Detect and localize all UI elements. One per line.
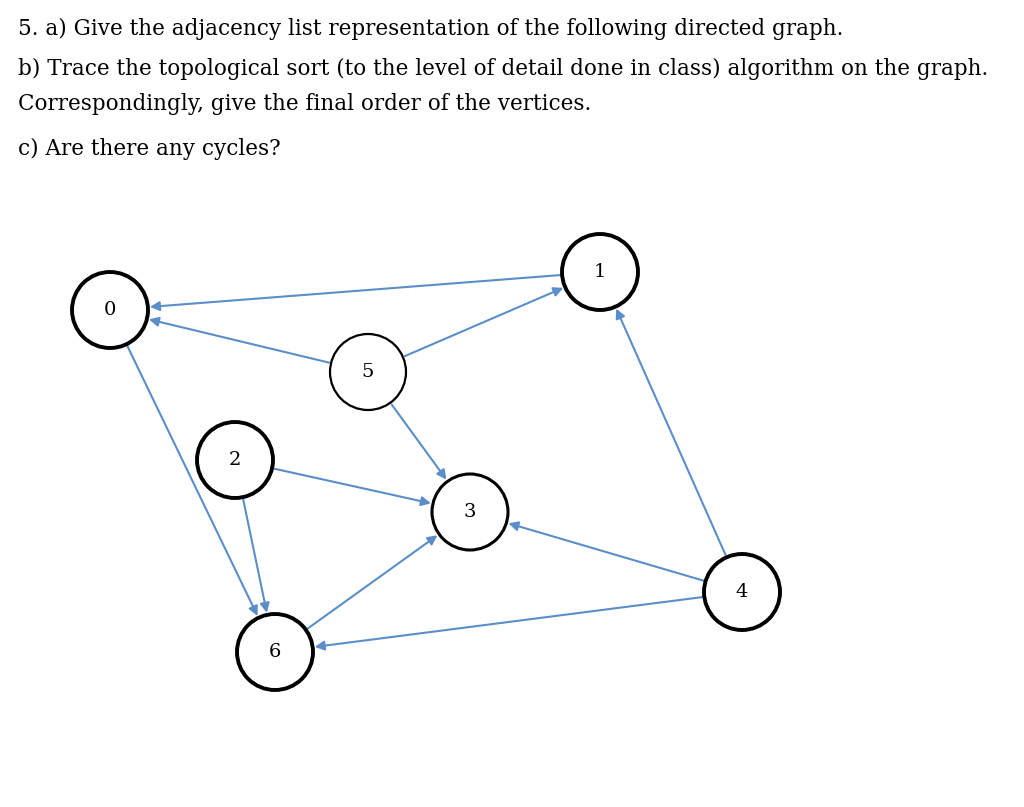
Text: Correspondingly, give the final order of the vertices.: Correspondingly, give the final order of… bbox=[18, 93, 591, 115]
Circle shape bbox=[562, 234, 638, 310]
Text: b) Trace the topological sort (to the level of detail done in class) algorithm o: b) Trace the topological sort (to the le… bbox=[18, 58, 988, 80]
Circle shape bbox=[197, 422, 273, 498]
Circle shape bbox=[432, 474, 508, 550]
Circle shape bbox=[330, 334, 406, 410]
Circle shape bbox=[705, 554, 780, 630]
Circle shape bbox=[237, 614, 313, 690]
Text: 6: 6 bbox=[269, 643, 282, 661]
Text: c) Are there any cycles?: c) Are there any cycles? bbox=[18, 138, 281, 160]
Text: 0: 0 bbox=[103, 301, 116, 319]
Text: 1: 1 bbox=[594, 263, 606, 281]
Text: 3: 3 bbox=[464, 503, 476, 521]
Text: 4: 4 bbox=[736, 583, 749, 601]
Text: 5: 5 bbox=[361, 363, 374, 381]
Text: 5. a) Give the adjacency list representation of the following directed graph.: 5. a) Give the adjacency list representa… bbox=[18, 18, 844, 40]
Circle shape bbox=[72, 272, 148, 348]
Text: 2: 2 bbox=[228, 451, 242, 469]
